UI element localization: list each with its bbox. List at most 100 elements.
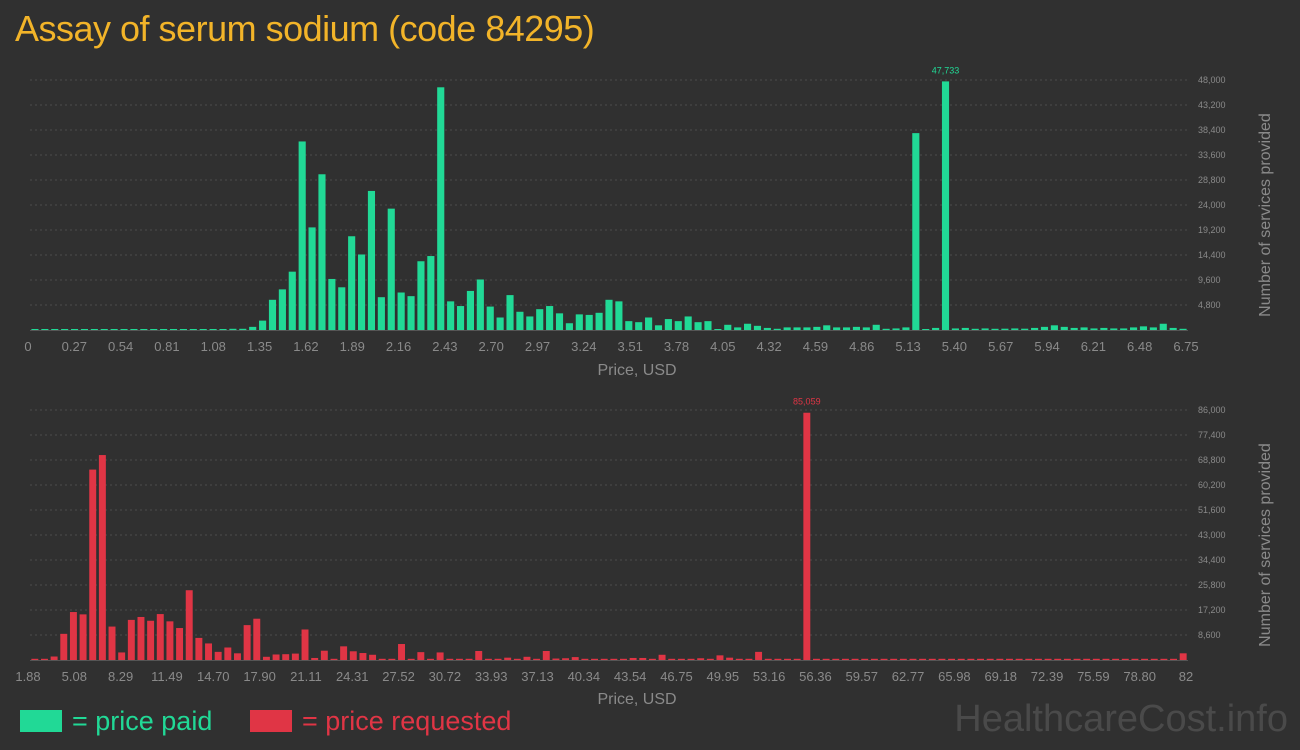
bar bbox=[938, 658, 946, 660]
bar bbox=[977, 658, 984, 660]
bar bbox=[862, 327, 870, 330]
bar bbox=[735, 658, 743, 660]
x-axis-title: Price, USD bbox=[597, 691, 676, 708]
bar bbox=[615, 301, 623, 330]
bar bbox=[378, 658, 386, 660]
bar bbox=[1001, 328, 1009, 330]
bar bbox=[783, 327, 791, 330]
bar bbox=[1070, 327, 1078, 330]
bar bbox=[367, 190, 376, 330]
bar bbox=[1090, 328, 1098, 330]
bar bbox=[446, 658, 454, 660]
bar bbox=[298, 141, 306, 330]
y-tick-label: 28,800 bbox=[1198, 175, 1226, 185]
bar bbox=[654, 325, 663, 330]
bar bbox=[546, 306, 554, 330]
bar bbox=[793, 658, 801, 660]
bar bbox=[668, 658, 676, 660]
bar bbox=[179, 329, 187, 330]
bar bbox=[745, 658, 753, 660]
bar bbox=[1006, 658, 1013, 660]
bar bbox=[506, 295, 514, 330]
bar bbox=[833, 327, 841, 330]
bar bbox=[882, 328, 890, 330]
bar bbox=[880, 658, 888, 660]
x-tick-label: 53.16 bbox=[753, 669, 786, 684]
bar bbox=[349, 651, 357, 660]
bar bbox=[61, 329, 69, 330]
bar bbox=[98, 455, 106, 660]
bar bbox=[377, 297, 385, 330]
x-tick-label: 27.52 bbox=[382, 669, 415, 684]
bar bbox=[684, 316, 692, 330]
bar bbox=[991, 328, 999, 330]
bar bbox=[706, 658, 714, 660]
x-tick-label: 5.67 bbox=[988, 339, 1013, 354]
bar bbox=[1131, 658, 1139, 660]
bar bbox=[359, 653, 367, 660]
bar bbox=[625, 321, 633, 330]
bar bbox=[716, 655, 724, 660]
bar bbox=[436, 652, 444, 660]
x-tick-label: 65.98 bbox=[938, 669, 971, 684]
x-tick-label: 11.49 bbox=[151, 669, 183, 684]
bar bbox=[704, 321, 712, 330]
bar bbox=[793, 327, 801, 330]
bar bbox=[1060, 326, 1068, 330]
bar bbox=[562, 658, 570, 660]
bar bbox=[1083, 658, 1091, 660]
bar bbox=[1080, 327, 1088, 330]
bar bbox=[764, 658, 772, 660]
x-axis-title: Price, USD bbox=[597, 362, 676, 379]
bar bbox=[755, 651, 763, 660]
chart-paid: 4,800 9,600 14,400 19,200 24,000 28,800 33,600… bbox=[24, 65, 1274, 379]
bar bbox=[941, 81, 950, 330]
x-tick-label: 62.77 bbox=[892, 669, 925, 684]
y-tick-label: 77,400 bbox=[1198, 430, 1226, 440]
bar bbox=[1044, 658, 1052, 660]
bar bbox=[694, 322, 702, 330]
y-tick-label: 86,000 bbox=[1198, 405, 1226, 415]
x-tick-label: 0.81 bbox=[154, 339, 179, 354]
bar bbox=[890, 658, 898, 660]
y-tick-label: 14,400 bbox=[1198, 250, 1226, 260]
bar bbox=[110, 329, 118, 330]
bar bbox=[234, 653, 241, 660]
bar bbox=[919, 658, 927, 660]
bar bbox=[140, 329, 148, 330]
bar bbox=[951, 328, 959, 330]
x-tick-label: 5.94 bbox=[1034, 339, 1059, 354]
bar bbox=[484, 658, 492, 660]
bar bbox=[861, 658, 869, 660]
bar bbox=[278, 289, 286, 330]
y-axis-title: Number of services provided bbox=[1257, 113, 1274, 317]
bar bbox=[902, 327, 910, 330]
x-tick-label: 4.05 bbox=[710, 339, 735, 354]
bar bbox=[648, 658, 656, 660]
bar bbox=[629, 657, 637, 660]
x-tick-label: 46.75 bbox=[660, 669, 693, 684]
bar bbox=[697, 658, 705, 660]
bar bbox=[635, 322, 643, 330]
y-tick-label: 68,800 bbox=[1198, 455, 1226, 465]
bar bbox=[340, 646, 348, 660]
bar bbox=[967, 658, 975, 660]
bar bbox=[734, 327, 742, 330]
bar bbox=[536, 309, 544, 330]
bar bbox=[932, 327, 940, 330]
x-tick-label: 3.78 bbox=[664, 339, 689, 354]
bar bbox=[996, 658, 1004, 660]
y-tick-label: 51,600 bbox=[1198, 505, 1226, 515]
bar bbox=[961, 327, 969, 330]
x-tick-label: 33.93 bbox=[475, 669, 508, 684]
x-tick-label: 2.16 bbox=[386, 339, 411, 354]
bar bbox=[437, 87, 445, 331]
bar bbox=[744, 323, 752, 330]
x-tick-label: 49.95 bbox=[707, 669, 740, 684]
bar bbox=[282, 654, 290, 660]
bar bbox=[803, 412, 811, 660]
bar bbox=[1149, 327, 1157, 330]
bar bbox=[1112, 658, 1120, 660]
bar bbox=[1141, 658, 1149, 660]
